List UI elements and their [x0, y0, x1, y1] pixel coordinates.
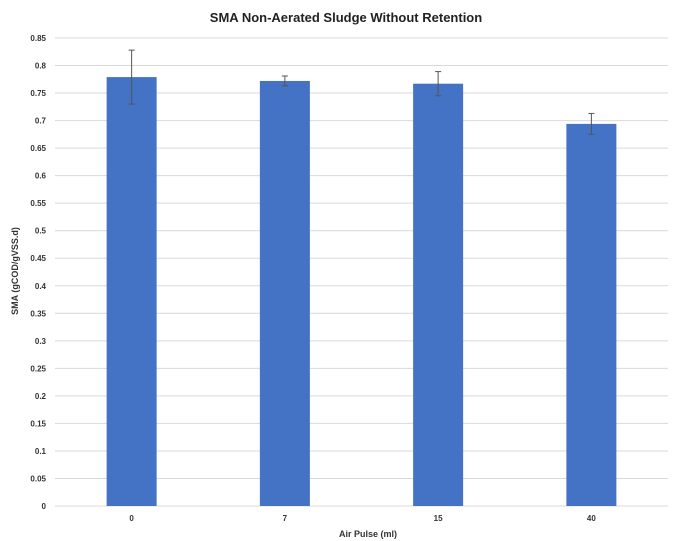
chart-title: SMA Non-Aerated Sludge Without Retention [210, 10, 482, 25]
y-tick-label: 0.85 [30, 34, 46, 43]
y-tick-label: 0.05 [30, 474, 46, 483]
y-tick-label: 0.35 [30, 309, 46, 318]
y-tick-label: 0.2 [35, 392, 47, 401]
y-tick-label: 0 [42, 502, 47, 511]
y-tick-label: 0.55 [30, 199, 46, 208]
bar-15 [413, 83, 464, 506]
bar-40 [566, 123, 617, 507]
x-tick-label: 7 [283, 514, 288, 523]
x-tick-label: 0 [129, 514, 134, 523]
y-tick-label: 0.65 [30, 144, 46, 153]
grid-lines [55, 37, 668, 507]
x-tick-label: 40 [587, 514, 596, 523]
y-tick-labels: 0 0.05 0.1 0.15 0.2 0.25 0.3 0.35 0.4 0.45 0.5 0.55… [30, 34, 46, 511]
y-tick-label: 0.5 [35, 227, 47, 236]
y-tick-label: 0.7 [35, 117, 47, 126]
y-tick-label: 0.8 [35, 62, 47, 71]
error-bars [128, 49, 595, 135]
y-tick-label: 0.45 [30, 254, 46, 263]
y-tick-label: 0.1 [35, 447, 47, 456]
x-axis-label: Air Pulse (ml) [339, 529, 397, 539]
y-tick-label: 0.75 [30, 89, 46, 98]
y-axis-label: SMA (gCOD/gVSS.d) [10, 227, 20, 315]
x-tick-labels: 0 7 15 40 [129, 514, 596, 523]
bar-0 [106, 77, 157, 506]
x-tick-label: 15 [434, 514, 443, 523]
bars [106, 77, 617, 507]
bar-7 [259, 80, 310, 506]
y-tick-label: 0.3 [35, 337, 47, 346]
y-tick-label: 0.4 [35, 282, 47, 291]
y-tick-label: 0.15 [30, 419, 46, 428]
y-tick-label: 0.6 [35, 172, 47, 181]
y-tick-label: 0.25 [30, 364, 46, 373]
